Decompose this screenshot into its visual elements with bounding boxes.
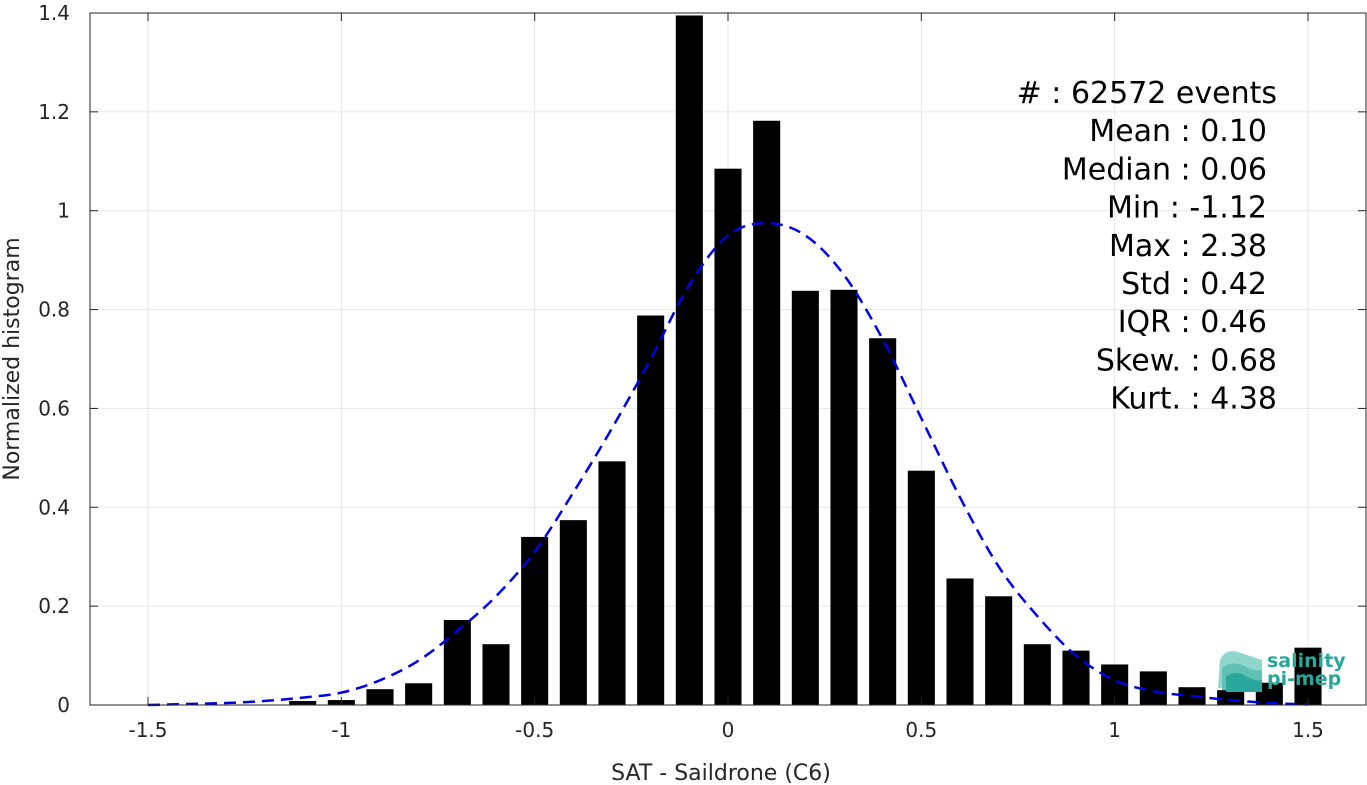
logo-text-line1: salinity bbox=[1267, 650, 1346, 672]
x-tick-label: 1 bbox=[1108, 718, 1121, 742]
stat-line: Mean : 0.10 bbox=[1089, 114, 1267, 149]
y-tick-label: 0.6 bbox=[38, 396, 70, 420]
histogram-bar bbox=[869, 338, 897, 705]
histogram-bar bbox=[1062, 650, 1090, 705]
stat-line: Min : -1.12 bbox=[1107, 191, 1267, 226]
x-axis-ticks: -1.5 -1 -0.5 0 0.5 1 1.5 bbox=[128, 13, 1324, 742]
histogram-bar bbox=[907, 470, 935, 705]
x-tick-label: -1 bbox=[331, 718, 351, 742]
x-tick-label: -1.5 bbox=[128, 718, 167, 742]
salinity-pimep-logo: salinity pi-mep bbox=[1218, 650, 1346, 692]
stat-line: Skew. : 0.68 bbox=[1096, 343, 1277, 378]
histogram-bar bbox=[405, 683, 433, 705]
x-tick-label: 0 bbox=[722, 718, 735, 742]
stat-line: IQR : 0.46 bbox=[1118, 305, 1267, 340]
x-axis-label: SAT - Saildrone (C6) bbox=[611, 761, 831, 785]
histogram-bar bbox=[791, 290, 819, 705]
y-axis-label: Normalized histogram bbox=[0, 237, 25, 480]
histogram-bar bbox=[598, 461, 626, 705]
y-axis-ticks: 0 0.2 0.4 0.6 0.8 1 1.2 1.4 bbox=[38, 1, 1366, 717]
stat-line: Median : 0.06 bbox=[1062, 152, 1267, 187]
histogram-bar bbox=[637, 315, 665, 705]
histogram-bar bbox=[714, 168, 742, 705]
x-tick-label: 1.5 bbox=[1292, 718, 1324, 742]
histogram-bar bbox=[1255, 682, 1283, 705]
histogram-bar bbox=[753, 120, 781, 706]
x-tick-label: 0.5 bbox=[905, 718, 937, 742]
histogram-bar bbox=[675, 15, 703, 705]
stat-line: Kurt. : 4.38 bbox=[1110, 382, 1277, 417]
histogram-bar bbox=[985, 596, 1013, 705]
stat-line: # : 62572 events bbox=[1017, 76, 1277, 111]
y-tick-label: 0.4 bbox=[38, 495, 70, 519]
y-tick-label: 1.2 bbox=[38, 100, 70, 124]
histogram-bar bbox=[1023, 644, 1051, 705]
histogram-bar bbox=[559, 520, 587, 705]
logo-text-line2: pi-mep bbox=[1267, 668, 1341, 690]
y-tick-label: 1.4 bbox=[38, 1, 70, 25]
y-tick-label: 0.8 bbox=[38, 298, 70, 322]
logo-wave-icon bbox=[1218, 651, 1262, 692]
histogram-bar bbox=[946, 578, 974, 705]
histogram-bar bbox=[1217, 690, 1245, 705]
histogram-bar bbox=[366, 689, 394, 705]
gaussian-fit-curve bbox=[147, 221, 1309, 707]
histogram-bar bbox=[830, 289, 858, 705]
x-tick-label: -0.5 bbox=[515, 718, 554, 742]
y-tick-label: 0 bbox=[57, 693, 70, 717]
stat-line: Max : 2.38 bbox=[1109, 229, 1267, 264]
histogram-bar bbox=[443, 619, 471, 705]
histogram-bars bbox=[289, 15, 1322, 706]
y-tick-label: 0.2 bbox=[38, 594, 70, 618]
stat-line: Std : 0.42 bbox=[1121, 267, 1267, 302]
fit-curve-line bbox=[147, 221, 1309, 707]
histogram-bar bbox=[1294, 647, 1322, 705]
y-tick-label: 1 bbox=[57, 199, 70, 223]
histogram-bar bbox=[289, 701, 317, 705]
histogram-bar bbox=[482, 644, 510, 705]
